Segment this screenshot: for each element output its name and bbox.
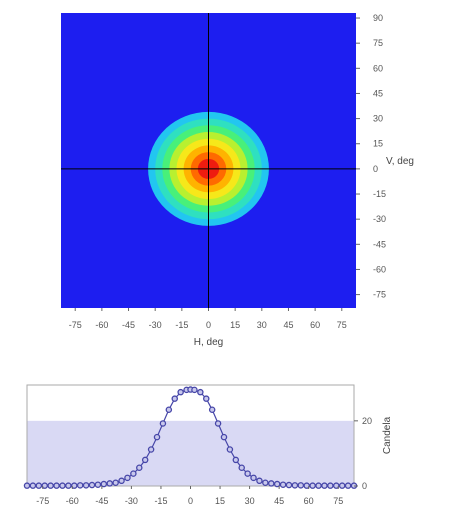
candela-data-point (23, 482, 31, 489)
candela-data-point (232, 456, 240, 464)
heatmap-y-tick-label: 60 (373, 63, 383, 73)
heatmap-x-tick-label: -75 (69, 320, 82, 330)
candela-data-point (279, 481, 287, 488)
heatmap-y-tick-label: -60 (373, 264, 386, 274)
profile-x-tick-label: -60 (66, 496, 79, 506)
candela-data-point (147, 446, 155, 453)
candela-data-point (256, 477, 263, 485)
profile-x-tick-label: 30 (245, 496, 255, 506)
candela-data-point (244, 470, 251, 477)
candela-data-point (141, 456, 149, 464)
profile-x-tick-label: 60 (304, 496, 314, 506)
candela-data-point (65, 482, 72, 489)
profile-x-tick-label: 0 (188, 496, 193, 506)
candela-data-point (124, 474, 131, 482)
candela-data-point (197, 388, 204, 396)
candela-data-point (177, 388, 184, 396)
candela-data-point (262, 479, 269, 486)
candela-data-point (226, 446, 234, 453)
candela-data-point (309, 482, 316, 489)
candela-profile-chart: -75 -60 -45 -30 -15 0 15 30 45 60 75 0 20 Candela (23, 384, 393, 506)
heatmap-y-axis-label: V, deg (386, 156, 414, 167)
candela-data-point (76, 482, 84, 489)
candela-data-point (153, 433, 161, 441)
candela-data-point (297, 482, 305, 489)
candela-data-point (165, 406, 173, 414)
intensity-heatmap: -75 -60 -45 -30 -15 0 15 30 45 60 75 H, deg 90 75 60 45… (61, 13, 414, 348)
candela-data-point (47, 482, 54, 489)
heatmap-y-tick-label: 45 (373, 88, 383, 98)
candela-data-point (303, 482, 310, 489)
candela-data-point (344, 482, 352, 489)
candela-data-point (285, 481, 293, 489)
candela-data-point (273, 480, 281, 488)
profile-y-tick-label: 0 (362, 481, 367, 491)
candela-data-point (220, 433, 228, 441)
candela-data-point (291, 482, 299, 489)
candela-data-point (191, 386, 198, 394)
candela-data-point (333, 482, 340, 489)
candela-data-point (59, 482, 66, 489)
heatmap-x-tick-label: -60 (95, 320, 108, 330)
heatmap-y-tick-label: 15 (373, 139, 383, 149)
candela-data-point (250, 474, 257, 482)
heatmap-x-tick-label: 60 (310, 320, 320, 330)
heatmap-x-tick-label: -15 (175, 320, 188, 330)
profile-x-tick-label: -30 (125, 496, 138, 506)
candela-data-point (71, 482, 78, 489)
heatmap-y-tick-label: -75 (373, 290, 386, 300)
candela-data-point (321, 482, 328, 489)
candela-data-point (53, 482, 60, 489)
heatmap-x-tick-label: 75 (337, 320, 347, 330)
profile-x-tick-label: -15 (154, 496, 167, 506)
heatmap-y-tick-label: -30 (373, 214, 386, 224)
candela-data-point (106, 480, 113, 487)
candela-data-point (41, 482, 48, 489)
heatmap-y-tick-label: -45 (373, 239, 386, 249)
profile-x-tick-label: 15 (215, 496, 225, 506)
profile-x-tick-label: 45 (274, 496, 284, 506)
heatmap-x-tick-label: 30 (257, 320, 267, 330)
candela-data-point (338, 482, 346, 489)
candela-shaded-band (27, 420, 354, 486)
heatmap-x-tick-label: -45 (122, 320, 135, 330)
candela-data-point (327, 482, 334, 489)
heatmap-y-tick-label: -15 (373, 189, 386, 199)
candela-data-point (238, 464, 245, 472)
candela-data-point (136, 464, 143, 472)
candela-data-point (315, 482, 322, 489)
candela-data-point (208, 406, 216, 414)
profile-x-tick-label: -45 (95, 496, 108, 506)
heatmap-y-tick-label: 0 (373, 164, 378, 174)
heatmap-x-tick-label: -30 (149, 320, 162, 330)
candela-data-point (214, 420, 222, 427)
profile-x-tick-label: 75 (333, 496, 343, 506)
heatmap-x-tick-label: 15 (230, 320, 240, 330)
candela-data-point (112, 479, 119, 486)
candela-data-point (118, 477, 125, 485)
candela-data-point (171, 395, 178, 402)
candela-data-point (130, 470, 137, 477)
profile-y-tick-label: 20 (362, 416, 372, 426)
heatmap-x-tick-label: 45 (283, 320, 293, 330)
candela-data-point (159, 420, 167, 427)
heatmap-x-axis-label: H, deg (194, 337, 223, 348)
candela-data-point (94, 481, 102, 488)
heatmap-y-tick-label: 30 (373, 114, 383, 124)
heatmap-x-tick-label: 0 (206, 320, 211, 330)
candela-data-point (268, 480, 275, 487)
profile-x-tick-label: -75 (36, 496, 49, 506)
candela-data-point (203, 395, 210, 402)
heatmap-y-tick-label: 90 (373, 13, 383, 23)
candela-data-point (29, 482, 37, 489)
candela-data-point (35, 482, 43, 489)
heatmap-y-tick-label: 75 (373, 38, 383, 48)
candela-data-point (100, 480, 108, 488)
candela-data-point (82, 482, 90, 489)
profile-y-axis-label: Candela (382, 416, 393, 454)
candela-data-point (88, 481, 96, 489)
